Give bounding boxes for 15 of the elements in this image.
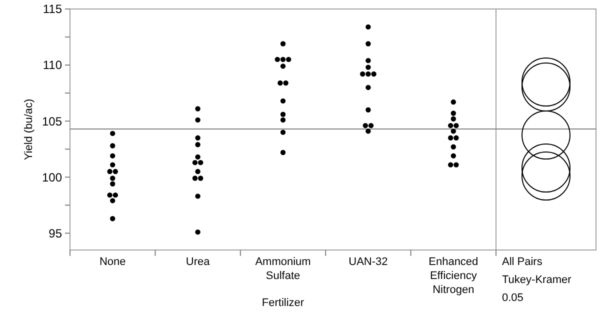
x-tick-label: UAN-32 bbox=[348, 256, 388, 268]
x-tick-label: Urea bbox=[186, 256, 211, 268]
x-tick-label: Ammonium Sulfate bbox=[255, 256, 311, 282]
y-tick-label: 95 bbox=[48, 226, 62, 240]
y-tick-label: 105 bbox=[42, 114, 62, 128]
text: Tukey-Kramer bbox=[502, 274, 572, 286]
text: 0.05 bbox=[502, 292, 524, 304]
x-axis-title: Fertilizer bbox=[262, 297, 304, 309]
x-tick-label: Enhanced Efficiency Nitrogen bbox=[428, 256, 478, 296]
x-tick-label: None bbox=[99, 256, 126, 268]
y-axis-title: Yield (bu/ac) bbox=[23, 98, 35, 160]
y-tick-label: 110 bbox=[42, 58, 62, 72]
y-tick-label: 100 bbox=[42, 170, 62, 184]
text: All Pairs bbox=[502, 256, 543, 268]
y-tick-label: 115 bbox=[42, 2, 62, 16]
